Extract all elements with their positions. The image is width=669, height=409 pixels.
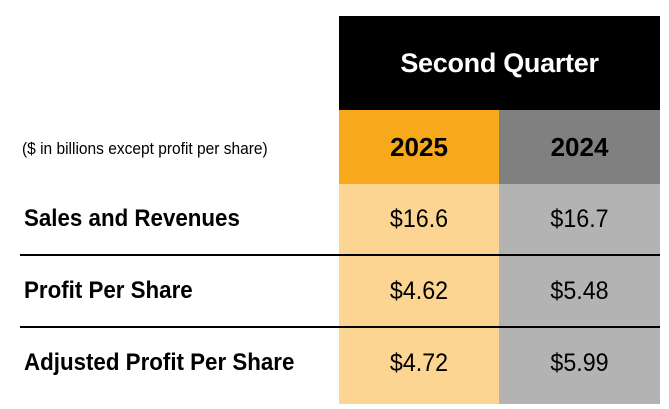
row-divider	[20, 326, 660, 328]
row-label-sales-and-revenues: Sales and Revenues	[24, 205, 240, 232]
column-header-prior-year: 2024	[499, 110, 660, 184]
row-divider	[20, 254, 660, 256]
period-header: Second Quarter	[339, 16, 660, 110]
period-header-label: Second Quarter	[400, 47, 599, 78]
cell-profit-per-share-current: $4.62	[389, 276, 449, 305]
cell-profit-per-share-prior: $5.48	[550, 276, 609, 305]
units-note: ($ in billions except profit per share)	[22, 139, 268, 158]
cell-adjusted-profit-per-share-current: $4.72	[389, 348, 449, 377]
column-header-current-year: 2025	[339, 110, 499, 184]
row-label-adjusted-profit-per-share: Adjusted Profit Per Share	[24, 349, 295, 376]
row-label-profit-per-share: Profit Per Share	[24, 277, 193, 304]
cell-sales-and-revenues-prior: $16.7	[550, 204, 609, 233]
current-year-column-background	[339, 184, 499, 404]
cell-adjusted-profit-per-share-prior: $5.99	[550, 348, 609, 377]
cell-sales-and-revenues-current: $16.6	[389, 204, 449, 233]
prior-year-column-background	[499, 184, 660, 404]
